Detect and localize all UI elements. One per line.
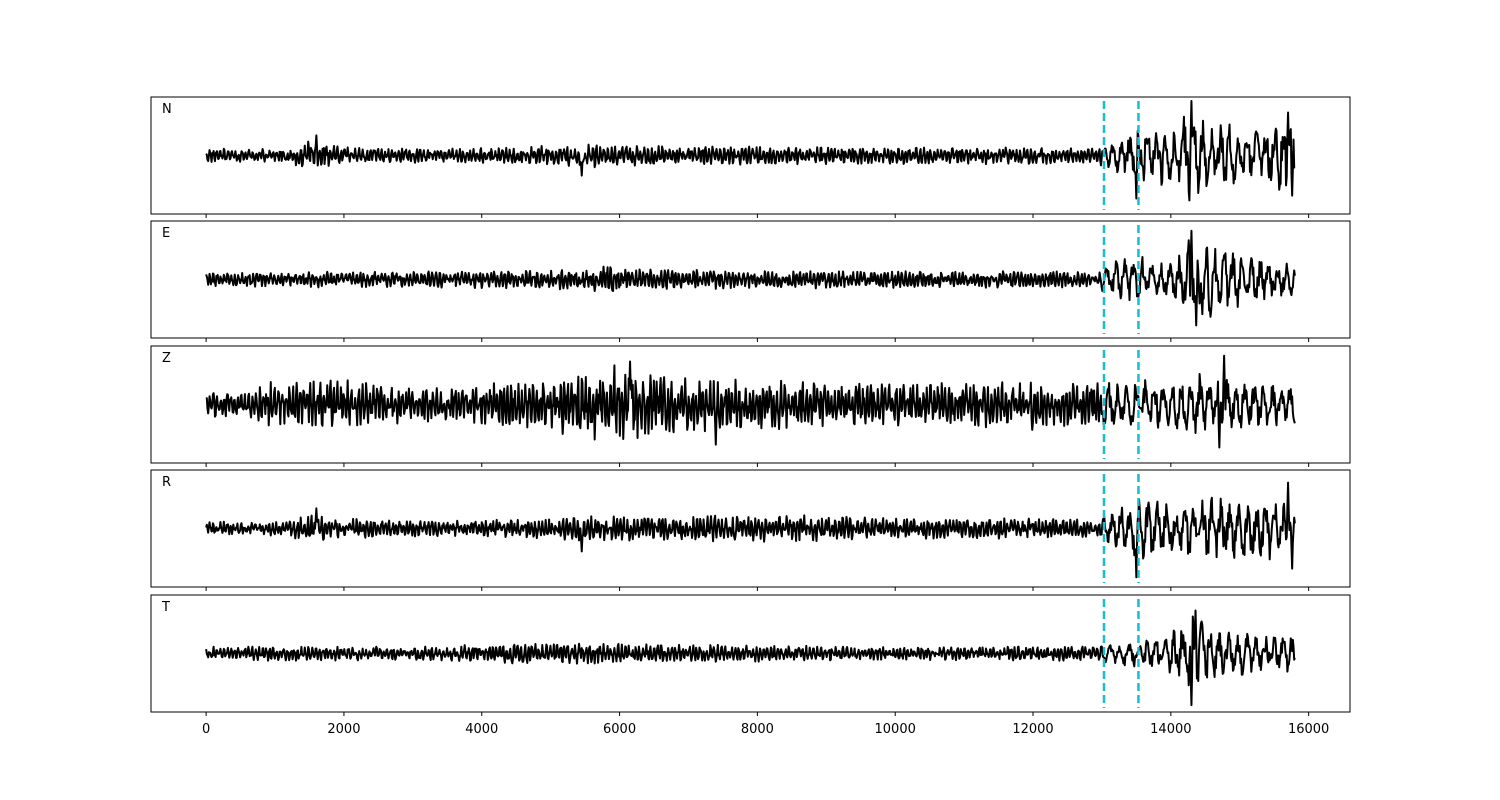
x-tick-label: 10000 [875,722,916,737]
channel-label: R [162,475,171,490]
panels-group: N E Z R T [150,96,1351,716]
x-tick-label: 12000 [1012,722,1053,737]
channel-label: E [162,226,170,241]
x-tick-label: 6000 [603,722,636,737]
channel-label: N [162,102,172,117]
panel-frame [150,469,1351,588]
trace-e [205,229,1296,327]
x-tick-label: 0 [202,722,210,737]
channel-label: T [161,600,170,615]
trace-r [205,481,1296,579]
panel-z: Z [150,345,1351,467]
trace-n [205,100,1296,202]
x-tick-label: 8000 [741,722,774,737]
x-tick-label: 2000 [327,722,360,737]
x-tick-label: 14000 [1150,722,1191,737]
panel-e: E [150,220,1351,342]
panel-r: R [150,469,1351,591]
panel-frame [150,345,1351,464]
trace-t [205,609,1296,707]
x-tick-label: 16000 [1288,722,1329,737]
x-tick-label: 4000 [465,722,498,737]
panel-frame [150,220,1351,339]
panel-t: T [150,594,1351,716]
panel-frame [150,96,1351,215]
channel-label: Z [162,351,171,366]
panel-frame [150,594,1351,713]
trace-z [205,354,1296,449]
panel-n: N [150,96,1351,218]
x-axis: 0 2000 4000 6000 8000 10000 12000 14000 16000 [202,722,1329,737]
